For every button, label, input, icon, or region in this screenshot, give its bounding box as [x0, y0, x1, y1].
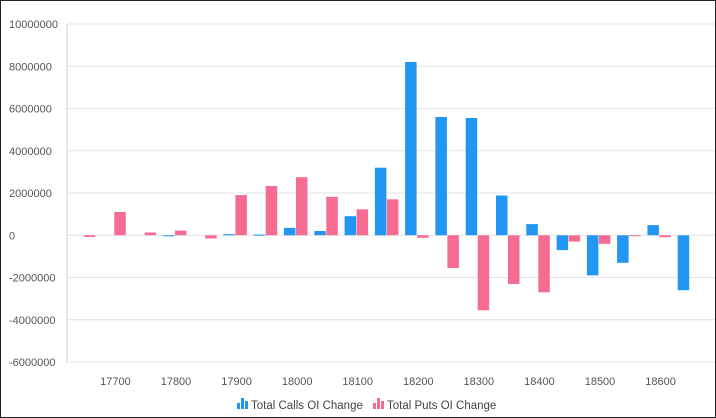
legend-item-calls[interactable]: Total Calls OI Change [237, 398, 363, 412]
puts-bar-18300[interactable] [477, 235, 490, 311]
x-tick-label: 18000 [282, 376, 313, 388]
legend-item-puts[interactable]: Total Puts OI Change [373, 398, 496, 412]
puts-bar-18150[interactable] [386, 199, 399, 236]
puts-bar-18100[interactable] [356, 209, 369, 236]
calls-bar-18050[interactable] [314, 231, 326, 236]
puts-bar-18000[interactable] [296, 177, 308, 236]
puts-bar-17900[interactable] [235, 195, 247, 236]
calls-bar-18350[interactable] [496, 195, 508, 236]
y-tick-label: 2000000 [9, 188, 52, 200]
puts-bar-18550[interactable] [629, 235, 641, 237]
y-tick-label: 4000000 [9, 146, 52, 158]
y-tick-label: 8000000 [9, 61, 52, 73]
x-tick-label: 18400 [524, 376, 555, 388]
y-tick-label: 10000000 [9, 19, 58, 31]
x-tick-label: 17700 [100, 376, 131, 388]
calls-bar-18450[interactable] [556, 235, 569, 251]
calls-bar-18650[interactable] [677, 235, 690, 291]
x-tick-label: 18500 [585, 376, 616, 388]
calls-bar-18300[interactable] [465, 118, 478, 236]
puts-bar-17750[interactable] [144, 232, 157, 236]
x-tick-label: 18200 [403, 376, 434, 388]
x-axis-ticks: 17700 17800 17900 18000 18100 18200 18300 18400… [100, 376, 676, 388]
calls-bar-18500[interactable] [586, 235, 599, 276]
calls-bar-18000[interactable] [284, 227, 296, 236]
calls-bar-17900[interactable] [223, 234, 235, 236]
puts-bar-18050[interactable] [326, 196, 338, 236]
calls-bar-18400[interactable] [526, 224, 538, 236]
puts-bar-18200[interactable] [417, 235, 429, 238]
legend-label: Total Puts OI Change [387, 400, 496, 412]
y-tick-label: -2000000 [9, 273, 56, 285]
calls-bar-18550[interactable] [617, 235, 629, 263]
puts-bar-17800[interactable] [174, 230, 187, 236]
puts-bar-17850[interactable] [205, 235, 217, 239]
calls-bar-18100[interactable] [344, 216, 357, 236]
bar-chart-icon [237, 398, 248, 409]
puts-bar-17650[interactable] [84, 235, 96, 237]
calls-bar-18250[interactable] [435, 117, 447, 236]
grid-lines [66, 23, 715, 363]
puts-bar-17950[interactable] [265, 186, 278, 236]
x-tick-label: 17800 [161, 376, 192, 388]
calls-bar-17950[interactable] [253, 234, 266, 236]
calls-bar-18200[interactable] [405, 62, 417, 236]
y-tick-label: -4000000 [9, 315, 56, 327]
legend-label: Total Calls OI Change [251, 400, 363, 412]
puts-bar-18450[interactable] [568, 235, 581, 242]
legend: Total Calls OI Change Total Puts OI Chang… [237, 398, 496, 412]
calls-bar-18600[interactable] [647, 225, 659, 236]
y-tick-label: 6000000 [9, 104, 52, 116]
puts-bar-18600[interactable] [659, 235, 671, 238]
puts-bar-18500[interactable] [598, 235, 611, 244]
puts-bar-17700[interactable] [114, 212, 126, 236]
x-tick-label: 18300 [464, 376, 495, 388]
puts-bar-18400[interactable] [538, 235, 550, 293]
y-tick-label: 0 [9, 230, 15, 242]
calls-bar-18150[interactable] [374, 167, 387, 236]
bars [84, 62, 690, 311]
x-tick-label: 18100 [342, 376, 373, 388]
bar-chart-icon [373, 398, 384, 409]
y-axis-ticks: 10000000 8000000 6000000 4000000 2000000 0 -20… [9, 19, 58, 369]
x-tick-label: 18600 [645, 376, 676, 388]
y-tick-label: -6000000 [9, 357, 56, 369]
puts-bar-18350[interactable] [508, 235, 520, 284]
calls-bar-17800[interactable] [162, 235, 175, 237]
x-tick-label: 17900 [221, 376, 252, 388]
puts-bar-18250[interactable] [447, 235, 459, 268]
